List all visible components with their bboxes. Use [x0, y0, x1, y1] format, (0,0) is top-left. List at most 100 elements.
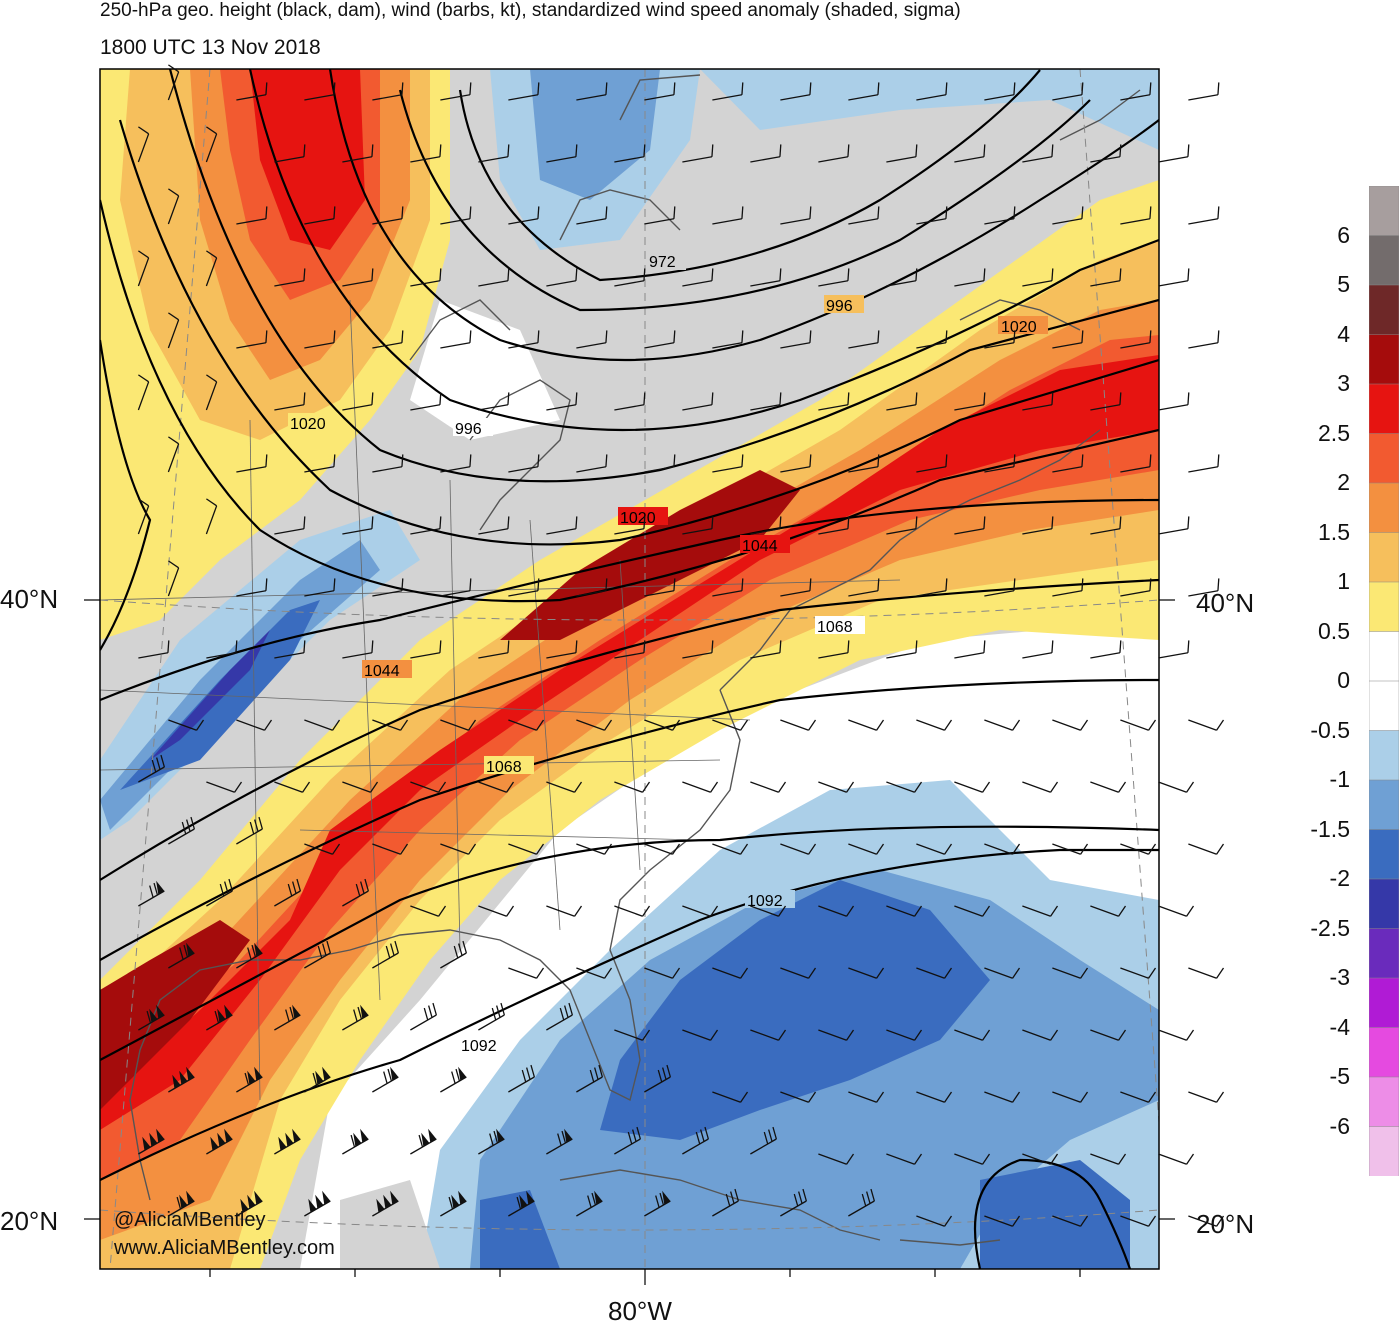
colorbar-swatch — [1369, 186, 1399, 237]
wind-barb — [848, 967, 885, 979]
wind-barb — [614, 781, 651, 793]
wind-barb — [848, 454, 880, 473]
contour-label-1092-b: 1092 — [461, 1038, 497, 1055]
wind-barb — [342, 878, 369, 907]
wind-barb — [1188, 719, 1225, 731]
wind-barb — [848, 1188, 875, 1217]
wind-barb — [372, 1190, 399, 1217]
wind-barb — [644, 1064, 671, 1093]
wind-barb — [750, 781, 787, 793]
state-borders — [100, 299, 901, 1101]
colorbar-swatch — [1369, 581, 1399, 633]
wind-barb — [440, 454, 472, 473]
wind-barb — [780, 967, 817, 979]
wind-barb — [274, 516, 306, 535]
wind-barb — [1022, 905, 1059, 917]
wind-barb — [1158, 268, 1190, 287]
colorbar-tick-label: -1 — [1329, 766, 1350, 792]
wind-barb — [440, 578, 472, 597]
shade-pos-jet-5 — [100, 355, 1159, 1130]
wind-barb — [410, 781, 447, 793]
wind-barb — [644, 1190, 671, 1217]
wind-barb — [1158, 1029, 1195, 1041]
wind-barb — [614, 144, 646, 163]
wind-barb — [886, 781, 923, 793]
wind-barb — [712, 330, 744, 349]
lat-label-40n-left: 40°N — [0, 584, 59, 614]
wind-barb — [712, 967, 749, 979]
wind-barb — [984, 843, 1021, 855]
wind-barb — [478, 268, 510, 287]
shade-pos-nw-5 — [250, 69, 365, 250]
wind-barb — [440, 330, 472, 349]
wind-barb — [984, 578, 1016, 597]
wind-barb — [138, 880, 165, 907]
wind-barb — [478, 144, 510, 163]
wind-barb — [236, 1066, 263, 1093]
wind-barb — [304, 454, 336, 473]
wind-barb — [576, 330, 608, 349]
wind-barb — [137, 374, 150, 411]
wind-barb — [1188, 843, 1225, 855]
wind-barb — [1120, 82, 1152, 101]
wind-barb — [236, 206, 268, 225]
wind-barb — [1188, 82, 1220, 101]
wind-barb — [644, 967, 681, 979]
wind-barb — [410, 144, 442, 163]
wind-barb — [1188, 206, 1220, 225]
wind-barb — [274, 640, 306, 659]
axis-ticks — [84, 599, 1175, 1285]
wind-barb — [644, 330, 676, 349]
wind-barb — [440, 719, 477, 731]
wind-barb — [167, 188, 180, 225]
lon-label-80w: 80°W — [608, 1296, 672, 1326]
wind-barb — [954, 1029, 991, 1041]
wind-barb — [1158, 905, 1195, 917]
wind-barb — [1188, 1091, 1225, 1103]
wind-barb — [780, 578, 812, 597]
wind-barb — [1022, 640, 1054, 659]
wind-barb — [954, 268, 986, 287]
wind-barb — [954, 905, 991, 917]
wind-barb — [1052, 82, 1084, 101]
colorbar-tick-label: 1 — [1337, 568, 1350, 594]
colorbar-tick-label: -2 — [1329, 865, 1350, 891]
wind-barb — [372, 843, 409, 855]
wind-barb — [984, 206, 1016, 225]
wind-barb — [508, 82, 540, 101]
shade-zero-north — [410, 300, 560, 440]
wind-barb — [1158, 392, 1190, 411]
wind-barb — [372, 1066, 399, 1093]
colorbar-swatch — [1369, 235, 1399, 286]
wind-barb — [750, 1029, 787, 1041]
wind-barb — [886, 392, 918, 411]
wind-barb — [236, 816, 263, 845]
contour-label-1020: 1020 — [1001, 319, 1037, 336]
wind-barb — [372, 206, 404, 225]
wind-barb — [818, 1153, 855, 1165]
shade-neg-ne — [700, 69, 1159, 150]
wind-barb — [546, 1128, 573, 1155]
colorbar-swatch — [1369, 928, 1399, 979]
wind-barb — [508, 1190, 535, 1217]
wind-barb — [818, 144, 850, 163]
wind-barb — [682, 268, 714, 287]
wind-barb — [274, 144, 306, 163]
wind-barb — [1022, 392, 1054, 411]
wind-barb — [138, 1004, 165, 1031]
wind-barb — [1052, 578, 1084, 597]
wind-barb — [954, 781, 991, 793]
wind-barb — [1052, 454, 1084, 473]
wind-barb — [886, 905, 923, 917]
wind-barb — [712, 719, 749, 731]
wind-barb — [848, 82, 880, 101]
colorbar-swatch — [1369, 1126, 1399, 1176]
wind-barb — [478, 1128, 505, 1155]
wind-barb — [984, 1091, 1021, 1103]
wind-barb — [167, 312, 180, 349]
map-frame — [99, 68, 1160, 1270]
wind-barb — [206, 640, 238, 659]
wind-barb — [1052, 206, 1084, 225]
wind-barb — [1158, 1153, 1195, 1165]
wind-barb — [848, 843, 885, 855]
